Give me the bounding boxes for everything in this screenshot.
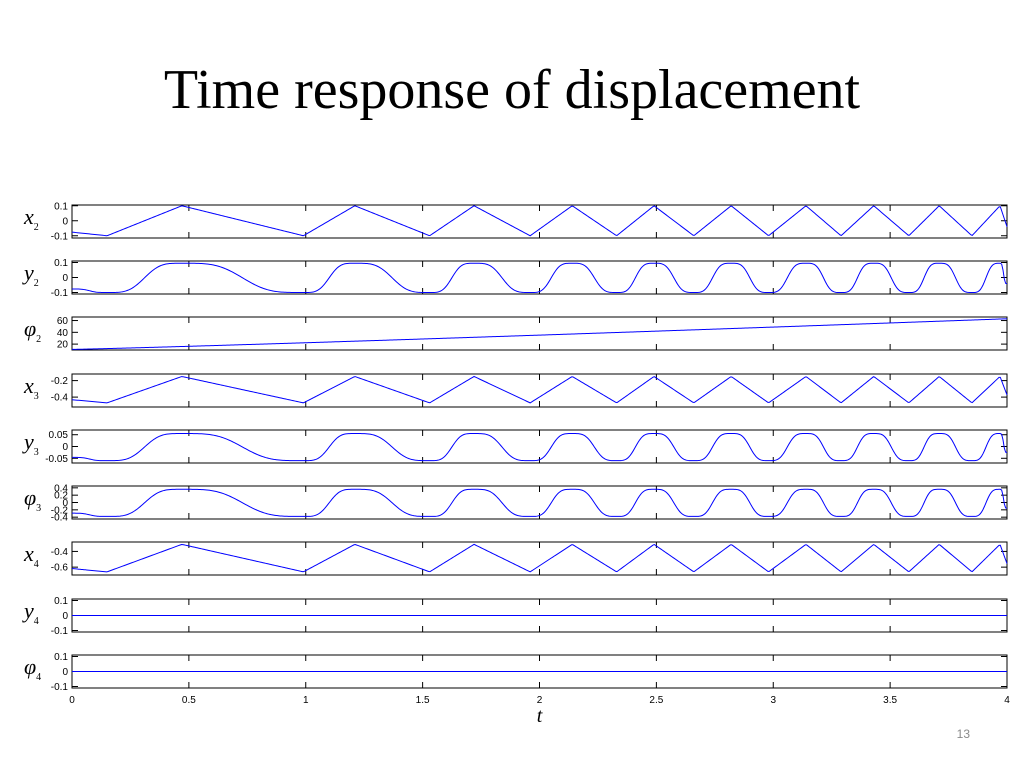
ytick-label: 0 [62,273,68,284]
ytick-label: 0 [62,667,68,678]
series-line [72,488,1008,517]
ytick-label: 60 [57,316,69,327]
panel-label: x4 [23,541,39,570]
xtick-label: 3.5 [883,695,897,706]
slide-title: Time response of displacement [163,59,861,121]
panel-label: φ2 [24,316,41,345]
ytick-label: 0.2 [54,491,68,502]
panel-y3: 0.050-0.05 y3 [22,429,1008,465]
panel-label: x2 [23,204,39,233]
panel-φ3: 0.40.20-0.2-0.4 φ3 [24,483,1008,524]
ytick-label: -0.4 [51,547,69,558]
series-line [71,375,1008,404]
xtick-label: 1 [303,695,309,706]
ytick-label: 0.05 [49,430,69,441]
ytick-label: 0 [62,498,68,509]
x-axis-label: t [537,705,543,727]
panel-x2: 0.1 0 -0.1 x2 [23,201,1008,242]
panel-label: φ4 [24,654,41,683]
ytick-label: 0.4 [54,483,68,494]
panel-x3: -0.2 -0.4 x3 [23,373,1008,408]
ytick-label: 0 [62,216,68,227]
xtick-label: 0 [69,695,75,706]
ytick-label: 0.1 [54,201,68,212]
xtick-label: 1.5 [416,695,430,706]
ytick-label: 0.1 [54,652,68,663]
ytick-label: 0 [62,442,68,453]
ytick-label: -0.2 [51,505,69,516]
ytick-label: 40 [57,328,69,339]
panel-label: x3 [23,373,39,402]
xtick-label: 2 [537,695,543,706]
panel-y4: 0.1 0 -0.1 y4 [22,596,1008,637]
ytick-label: 0 [62,611,68,622]
xtick-label: 4 [1004,695,1010,706]
ytick-label: 0.1 [54,596,68,607]
xtick-label: 2.5 [649,695,663,706]
ytick-label: -0.1 [51,231,69,242]
ytick-label: 0.1 [54,258,68,269]
panel-label: y4 [22,598,39,627]
series-line [72,262,1008,293]
ytick-label: -0.05 [45,454,68,465]
panel-label: y3 [22,429,39,458]
ytick-label: -0.1 [51,288,69,299]
xtick-label: 0.5 [182,695,196,706]
page-number: 13 [956,727,970,741]
xtick-label: 3 [770,695,776,706]
panel-label: φ3 [24,485,41,514]
ytick-label: 20 [57,340,69,351]
panel-x4: -0.4 -0.6 x4 [23,541,1008,576]
ytick-label: -0.2 [51,376,69,387]
panel-y2: 0.1 0 -0.1 y2 [22,258,1008,299]
series-line [71,205,1008,237]
ytick-label: -0.1 [51,682,69,693]
series-line [72,433,1008,462]
ytick-label: -0.6 [51,563,69,574]
ytick-label: -0.1 [51,626,69,637]
series-line [71,318,1008,350]
series-line [71,543,1008,573]
panel-label: y2 [22,260,39,289]
ytick-label: -0.4 [51,513,69,524]
ytick-label: -0.4 [51,393,69,404]
